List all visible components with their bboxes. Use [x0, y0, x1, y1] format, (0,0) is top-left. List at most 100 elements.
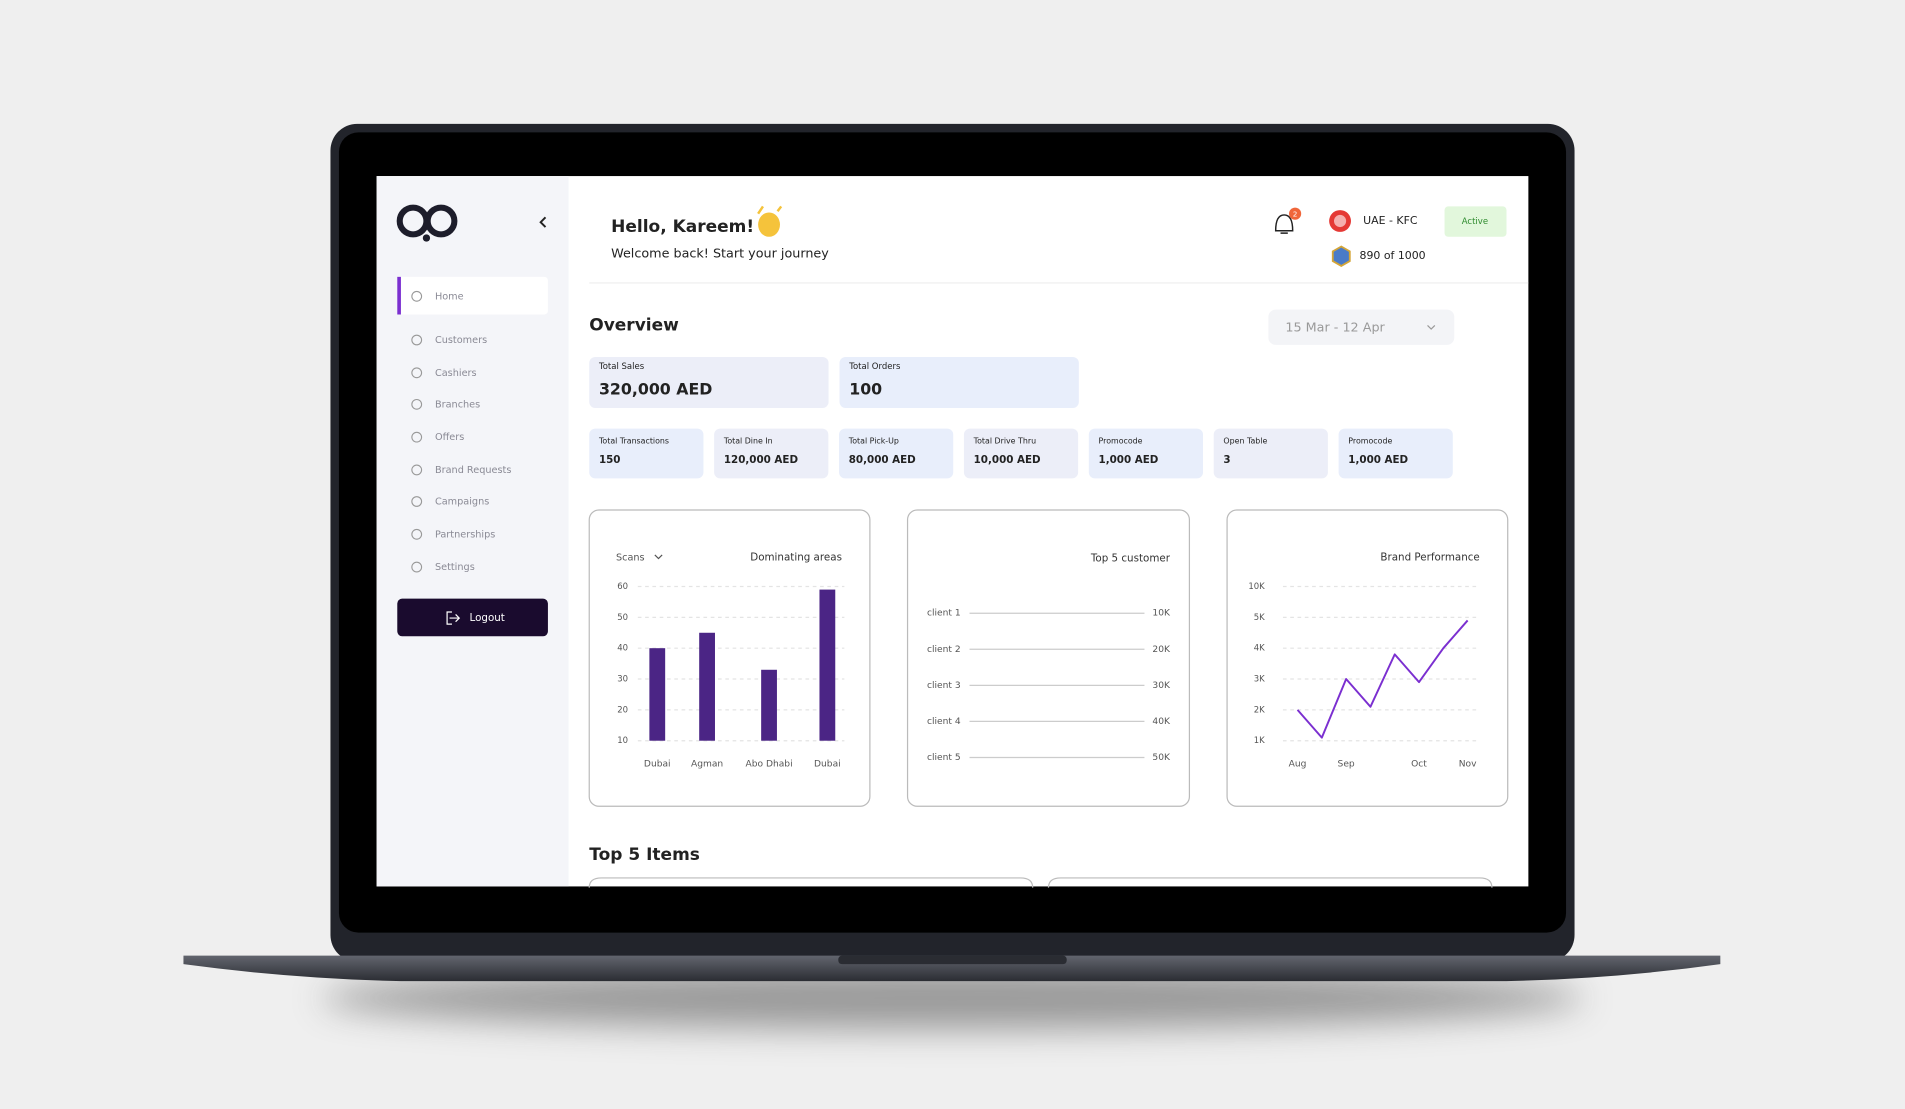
x-tick-label: Aug: [1289, 759, 1307, 769]
stat-value: 10,000 AED: [974, 454, 1041, 466]
greeting: Hello, Kareem!: [611, 217, 754, 237]
stat-label: Total Drive Thru: [973, 436, 1036, 445]
logout-label[interactable]: Logout: [470, 612, 505, 624]
menu-icon: [411, 496, 423, 507]
stat-label: Total Sales: [598, 362, 645, 372]
y-tick-label: 2K: [1254, 705, 1265, 715]
stat-value: 1,000 AED: [1099, 454, 1159, 466]
bar: [649, 648, 666, 741]
stat-value: 100: [849, 379, 882, 398]
date-picker[interactable]: [1268, 309, 1455, 345]
menu-icon: [411, 290, 423, 302]
overview-title: Overview: [589, 315, 679, 335]
stat-label: Open Table: [1223, 436, 1267, 445]
x-tick-label: Nov: [1459, 759, 1477, 769]
laptop-base: [183, 955, 1721, 982]
stat-value: 1,000 AED: [1348, 454, 1408, 466]
stat-card: [839, 357, 1079, 408]
row-value: 10K: [1152, 609, 1171, 619]
row-label: client 2: [927, 645, 961, 655]
wave: [757, 205, 783, 237]
stat-value: 80,000 AED: [849, 454, 916, 466]
active-item: [397, 276, 548, 315]
x-tick-label: Oct: [1411, 759, 1427, 769]
badge-count: 2: [1293, 209, 1298, 218]
menu-item: Brand Requests: [435, 465, 511, 476]
bar: [699, 632, 715, 741]
row-label: client 1: [927, 609, 961, 619]
stat-card: [1338, 428, 1453, 479]
y-tick-label: 60: [617, 582, 628, 592]
y-tick-label: 10K: [1248, 582, 1265, 592]
y-tick-label: 20: [617, 705, 628, 715]
row-value: 20K: [1152, 645, 1171, 655]
menu-item: Partnerships: [435, 529, 495, 540]
brand-logo-inner: [1333, 214, 1347, 228]
x-tick-label: Dubai: [814, 759, 841, 769]
y-tick-label: 4K: [1254, 644, 1265, 654]
x-tick-label: Abo Dhabi: [745, 759, 792, 769]
chevron: [654, 554, 663, 560]
subtitle: Welcome back! Start your journey: [611, 246, 829, 261]
menu-icon: [411, 367, 423, 379]
menu-item: Offers: [435, 432, 464, 443]
active-indicator: [397, 276, 401, 315]
panel: [1047, 877, 1493, 888]
menu-item: Customers: [435, 335, 487, 346]
y-tick-label: 5K: [1254, 613, 1265, 623]
stat-card: [1213, 428, 1328, 479]
row-label: client 5: [927, 753, 961, 763]
y-tick-label: 40: [617, 644, 628, 654]
stat-label: Total Pick-Up: [848, 436, 899, 445]
panel: [906, 509, 1191, 807]
brand: UAE - KFC: [1363, 214, 1418, 227]
x-tick-label: Agman: [691, 759, 723, 769]
stat-value: 120,000 AED: [724, 454, 799, 466]
menu-icon: [411, 528, 423, 540]
points-icon: [1331, 245, 1351, 267]
menu-icon: [411, 464, 423, 476]
date-range[interactable]: 15 Mar - 12 Apr: [1285, 320, 1385, 335]
stat-label: Total Transactions: [598, 436, 669, 445]
panel: [1226, 509, 1509, 807]
logo-dot: [422, 234, 431, 242]
menu-icon: [411, 431, 423, 443]
y-tick-label: 10: [617, 736, 628, 746]
collapse[interactable]: [539, 216, 547, 228]
row-value: 40K: [1152, 717, 1171, 727]
stat-value: 150: [599, 454, 621, 466]
row-label: client 4: [927, 717, 961, 727]
menu-icon: [411, 561, 423, 573]
stat-card: [589, 357, 829, 408]
stat-card: [714, 428, 829, 479]
menu-item: Campaigns: [435, 497, 489, 508]
stat-card: [1088, 428, 1204, 479]
chart-dropdown: Scans: [616, 552, 645, 563]
logout-button[interactable]: [397, 598, 548, 637]
menu-icon: [411, 334, 423, 346]
bar: [761, 669, 777, 741]
x-tick-label: Dubai: [644, 759, 671, 769]
x-tick-label: Sep: [1338, 759, 1355, 769]
menu-icon: [411, 398, 423, 410]
menu-item: Home: [435, 291, 464, 302]
y-tick-label: 30: [617, 675, 628, 685]
bar: [819, 589, 836, 741]
stat-label: Total Orders: [848, 362, 901, 372]
stat-label: Promocode: [1348, 436, 1392, 445]
top-items-title: Top 5 Items: [589, 845, 700, 865]
stat-label: Promocode: [1099, 436, 1143, 445]
shadow: [320, 966, 1585, 1030]
y-tick-label: 3K: [1254, 675, 1265, 685]
bell[interactable]: [1274, 214, 1294, 234]
menu-item: Settings: [435, 562, 475, 573]
stat-card: [963, 428, 1079, 479]
menu-item: Branches: [435, 399, 480, 410]
row-label: client 3: [927, 681, 961, 691]
row-value: 50K: [1152, 753, 1171, 763]
logo: [396, 204, 458, 238]
chart-title: Brand Performance: [1380, 551, 1479, 563]
y-tick-label: 1K: [1254, 736, 1265, 746]
menu-item: Cashiers: [435, 368, 477, 379]
